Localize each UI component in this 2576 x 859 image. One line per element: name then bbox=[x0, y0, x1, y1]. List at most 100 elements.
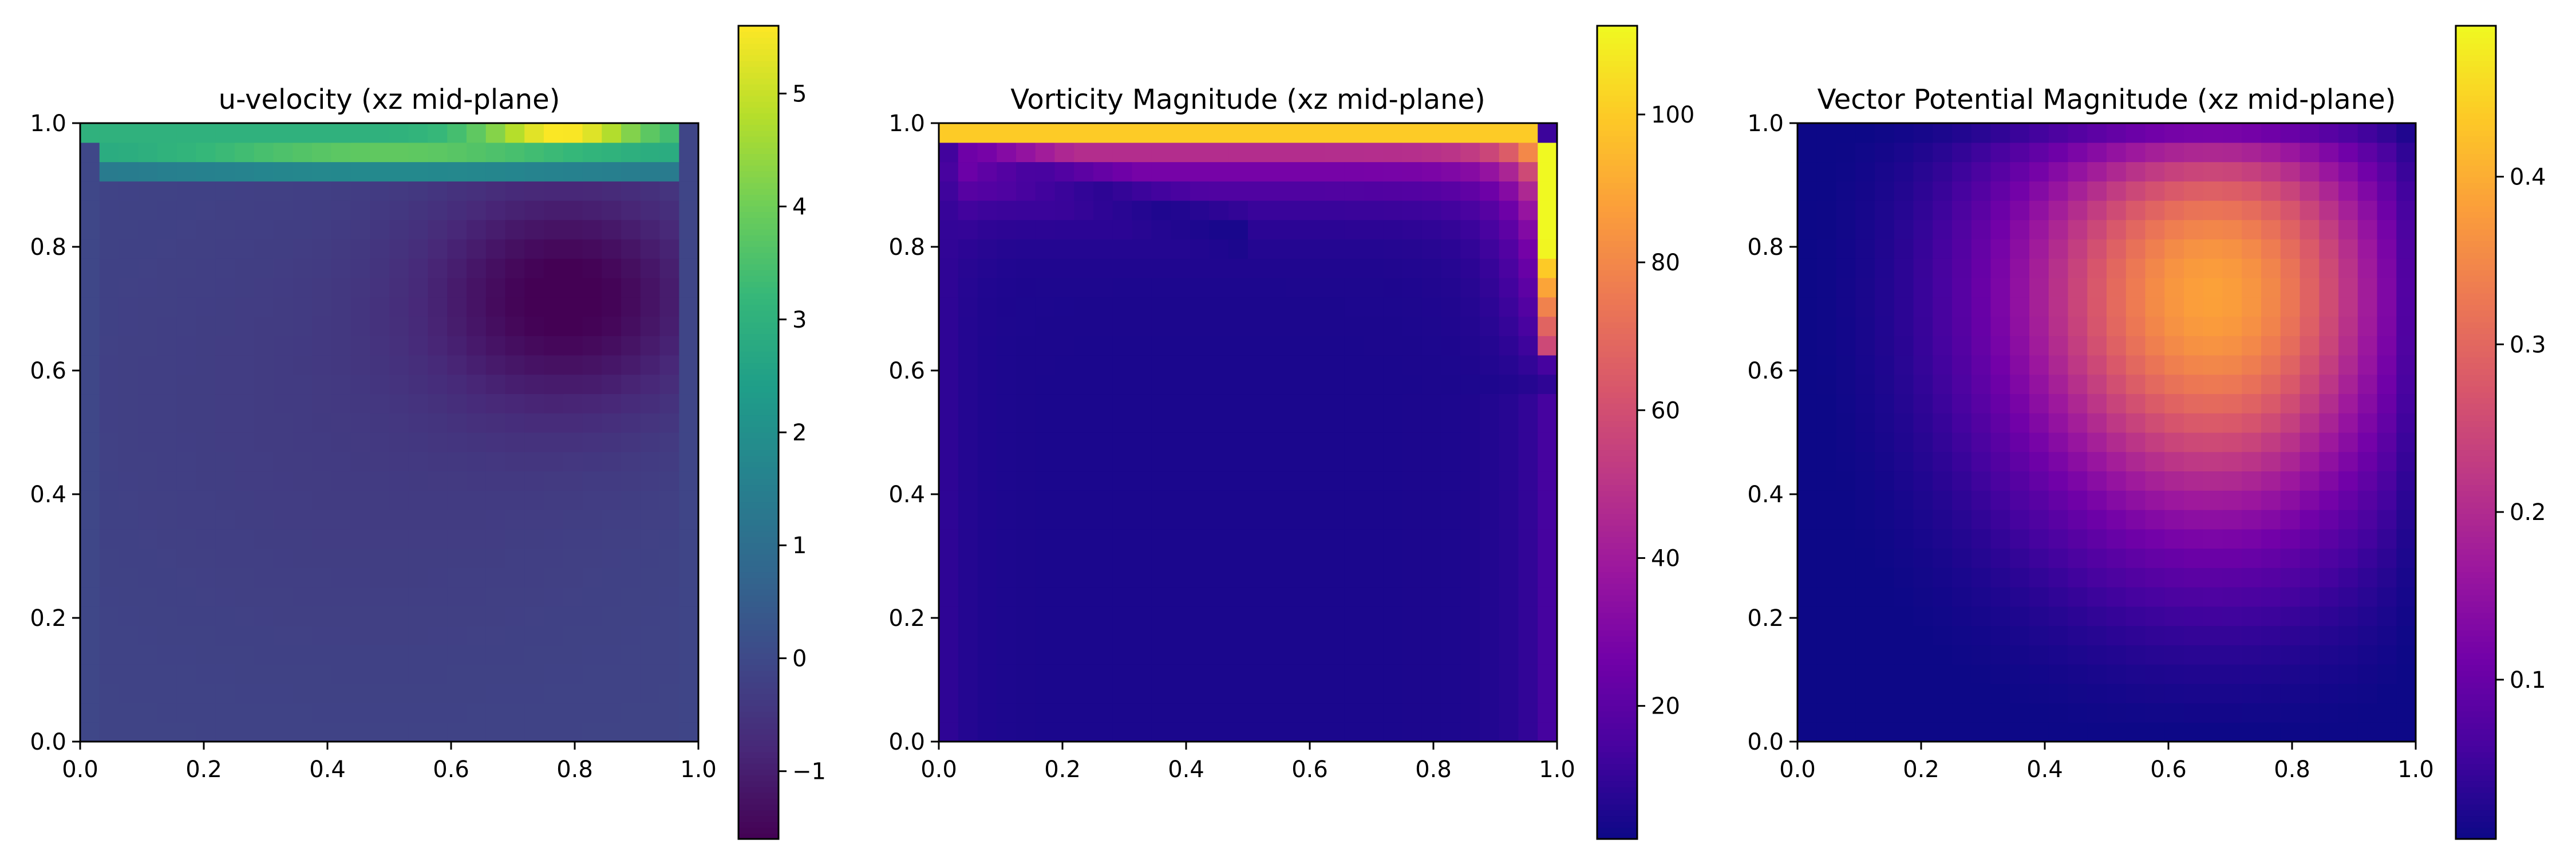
colorbar-step bbox=[1597, 351, 1637, 357]
heat-cell bbox=[1402, 181, 1423, 201]
heat-cell bbox=[1190, 490, 1210, 510]
y-tick-label: 0.2 bbox=[1747, 605, 1784, 632]
heat-cell bbox=[2068, 123, 2088, 143]
heat-cell bbox=[1228, 548, 1249, 568]
heat-cell bbox=[1151, 606, 1171, 626]
colorbar-tick-label: 100 bbox=[1651, 102, 1694, 128]
heat-cell bbox=[2125, 587, 2146, 607]
heat-cell bbox=[1383, 374, 1403, 395]
heat-cell bbox=[1364, 355, 1384, 375]
heat-cell bbox=[157, 278, 177, 298]
heat-cell bbox=[2338, 239, 2358, 259]
heat-cell bbox=[157, 451, 177, 472]
heat-cell bbox=[273, 393, 293, 413]
heat-cell bbox=[1112, 703, 1133, 723]
heat-cell bbox=[1990, 606, 2010, 626]
heat-cell bbox=[2145, 200, 2165, 220]
heat-cell bbox=[1894, 451, 1914, 472]
heat-cell bbox=[176, 722, 197, 742]
y-tick-label: 0.0 bbox=[1747, 729, 1784, 755]
heat-cell bbox=[389, 161, 409, 182]
heat-cell bbox=[1248, 219, 1268, 240]
heat-cell bbox=[1971, 393, 1992, 413]
colorbar-step bbox=[738, 815, 779, 822]
panel-3-x-ticks: 0.0 0.2 0.4 0.6 0.8 1.0 bbox=[1779, 742, 2434, 783]
heat-cell bbox=[2107, 336, 2127, 356]
heat-cell bbox=[958, 510, 978, 530]
colorbar-step bbox=[738, 688, 779, 695]
heat-cell bbox=[2357, 336, 2378, 356]
heat-cell bbox=[408, 606, 429, 626]
heat-cell bbox=[118, 316, 139, 336]
heat-cell bbox=[2222, 645, 2242, 665]
heat-cell bbox=[1054, 606, 1074, 626]
heat-cell bbox=[505, 413, 525, 433]
panel-2-frame bbox=[938, 122, 1558, 743]
heat-cell bbox=[1933, 336, 1953, 356]
heat-cell bbox=[1855, 123, 1875, 143]
heat-cell bbox=[447, 142, 467, 163]
colorbar-step bbox=[2456, 217, 2496, 224]
heat-cell bbox=[1112, 510, 1133, 530]
heat-cell bbox=[408, 413, 429, 433]
heat-cell bbox=[235, 645, 255, 665]
heat-cell bbox=[1913, 548, 1933, 568]
colorbar-step bbox=[738, 572, 779, 578]
heat-cell bbox=[1209, 683, 1229, 704]
heat-cell bbox=[679, 219, 699, 240]
colorbar-step bbox=[738, 339, 779, 346]
heat-cell bbox=[679, 413, 699, 433]
colorbar-step bbox=[1597, 629, 1637, 636]
heat-cell bbox=[293, 548, 313, 568]
heat-cell bbox=[447, 355, 467, 375]
colorbar-step bbox=[2456, 49, 2496, 56]
heat-cell bbox=[1538, 683, 1558, 704]
colorbar-step bbox=[2456, 246, 2496, 253]
heat-cell bbox=[370, 219, 390, 240]
y-tick-label: 0.6 bbox=[1747, 358, 1784, 384]
heat-cell bbox=[621, 258, 641, 278]
heat-cell bbox=[1480, 451, 1500, 472]
heat-cell bbox=[524, 625, 544, 645]
heat-cell bbox=[1383, 645, 1403, 665]
heat-cell bbox=[2338, 490, 2358, 510]
heat-cell bbox=[939, 451, 959, 472]
heat-cell bbox=[2300, 316, 2320, 336]
heat-cell bbox=[1325, 278, 1345, 298]
heat-cell bbox=[2203, 374, 2223, 395]
heat-cell bbox=[1383, 664, 1403, 684]
heat-cell bbox=[80, 374, 100, 395]
heat-cell bbox=[118, 297, 139, 317]
heat-cell bbox=[2125, 529, 2146, 549]
heat-cell bbox=[1933, 568, 1953, 588]
heat-cell bbox=[1538, 432, 1558, 452]
heat-cell bbox=[2377, 219, 2397, 240]
heat-cell bbox=[958, 645, 978, 665]
heat-cell bbox=[679, 606, 699, 626]
heat-cell bbox=[215, 568, 235, 588]
heat-cell bbox=[640, 181, 661, 201]
heat-cell bbox=[582, 722, 602, 742]
heat-cell bbox=[621, 200, 641, 220]
heat-cell bbox=[2029, 451, 2049, 472]
heat-cell bbox=[99, 297, 120, 317]
heat-cell bbox=[939, 393, 959, 413]
heat-cell bbox=[467, 722, 487, 742]
heat-cell bbox=[1836, 722, 1856, 742]
heat-cell bbox=[1248, 645, 1268, 665]
heat-cell bbox=[99, 587, 120, 607]
heat-cell bbox=[2280, 161, 2301, 182]
heat-cell bbox=[1421, 683, 1442, 704]
heat-cell bbox=[467, 336, 487, 356]
colorbar-step bbox=[1597, 229, 1637, 235]
heat-cell bbox=[235, 587, 255, 607]
heat-cell bbox=[1894, 510, 1914, 530]
heat-cell bbox=[235, 722, 255, 742]
heat-cell bbox=[1441, 123, 1461, 143]
heat-cell bbox=[2107, 219, 2127, 240]
colorbar-step bbox=[2456, 159, 2496, 166]
heat-cell bbox=[254, 316, 274, 336]
heat-cell bbox=[1171, 278, 1191, 298]
heat-cell bbox=[2087, 413, 2107, 433]
heat-cell bbox=[428, 219, 448, 240]
